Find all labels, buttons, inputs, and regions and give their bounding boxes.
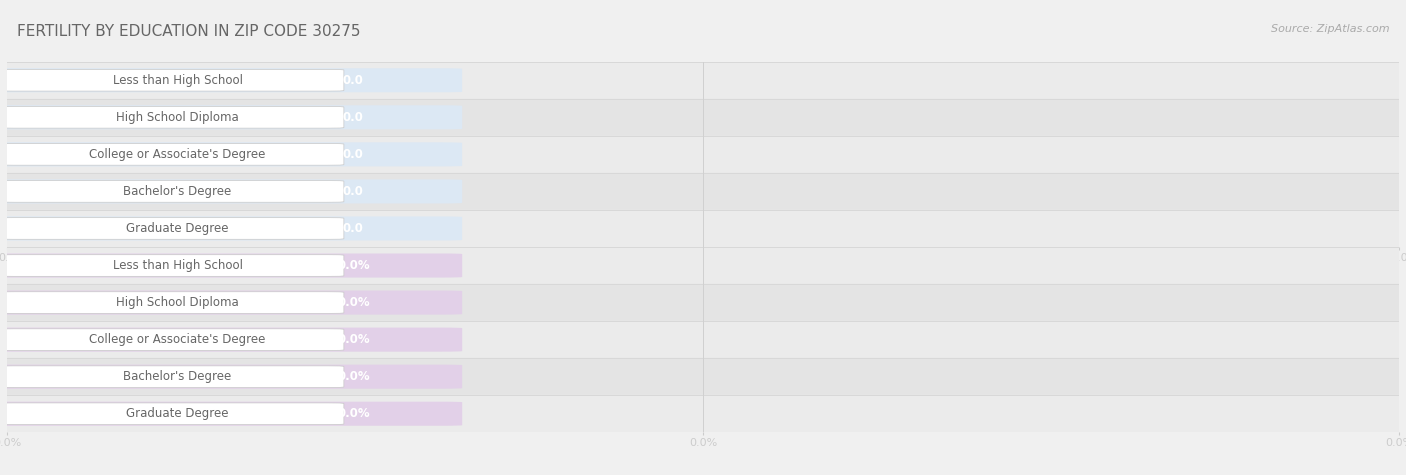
Text: High School Diploma: High School Diploma <box>117 111 239 124</box>
FancyBboxPatch shape <box>0 218 344 239</box>
Text: 0.0%: 0.0% <box>337 407 370 420</box>
FancyBboxPatch shape <box>0 105 463 129</box>
Bar <box>7 210 1399 247</box>
Bar <box>7 321 1399 358</box>
FancyBboxPatch shape <box>0 291 463 314</box>
FancyBboxPatch shape <box>0 365 463 389</box>
Text: 0.0%: 0.0% <box>337 370 370 383</box>
FancyBboxPatch shape <box>0 180 463 203</box>
Bar <box>7 284 1399 321</box>
Text: 0.0: 0.0 <box>343 148 364 161</box>
Text: Bachelor's Degree: Bachelor's Degree <box>124 185 232 198</box>
Bar <box>7 247 1399 284</box>
FancyBboxPatch shape <box>0 366 344 388</box>
FancyBboxPatch shape <box>0 68 463 92</box>
Text: 0.0: 0.0 <box>343 185 364 198</box>
Text: 0.0: 0.0 <box>343 222 364 235</box>
FancyBboxPatch shape <box>0 254 463 277</box>
Text: High School Diploma: High School Diploma <box>117 296 239 309</box>
Text: 0.0: 0.0 <box>343 74 364 87</box>
Text: Source: ZipAtlas.com: Source: ZipAtlas.com <box>1271 24 1389 34</box>
FancyBboxPatch shape <box>0 329 344 351</box>
Bar <box>7 358 1399 395</box>
Text: 0.0: 0.0 <box>343 111 364 124</box>
Text: Graduate Degree: Graduate Degree <box>127 222 229 235</box>
Text: College or Associate's Degree: College or Associate's Degree <box>90 333 266 346</box>
FancyBboxPatch shape <box>0 255 344 276</box>
Text: Graduate Degree: Graduate Degree <box>127 407 229 420</box>
FancyBboxPatch shape <box>0 106 344 128</box>
Text: Bachelor's Degree: Bachelor's Degree <box>124 370 232 383</box>
Text: FERTILITY BY EDUCATION IN ZIP CODE 30275: FERTILITY BY EDUCATION IN ZIP CODE 30275 <box>17 24 360 39</box>
Text: College or Associate's Degree: College or Associate's Degree <box>90 148 266 161</box>
Text: 0.0%: 0.0% <box>337 296 370 309</box>
Bar <box>7 173 1399 210</box>
FancyBboxPatch shape <box>0 292 344 314</box>
FancyBboxPatch shape <box>0 180 344 202</box>
Text: Less than High School: Less than High School <box>112 259 243 272</box>
Text: 0.0%: 0.0% <box>337 259 370 272</box>
FancyBboxPatch shape <box>0 142 463 166</box>
FancyBboxPatch shape <box>0 143 344 165</box>
Bar <box>7 62 1399 99</box>
FancyBboxPatch shape <box>0 403 344 425</box>
Text: 0.0%: 0.0% <box>337 333 370 346</box>
Bar <box>7 395 1399 432</box>
FancyBboxPatch shape <box>0 69 344 91</box>
Text: Less than High School: Less than High School <box>112 74 243 87</box>
FancyBboxPatch shape <box>0 217 463 240</box>
Bar <box>7 136 1399 173</box>
FancyBboxPatch shape <box>0 328 463 352</box>
FancyBboxPatch shape <box>0 402 463 426</box>
Bar <box>7 99 1399 136</box>
